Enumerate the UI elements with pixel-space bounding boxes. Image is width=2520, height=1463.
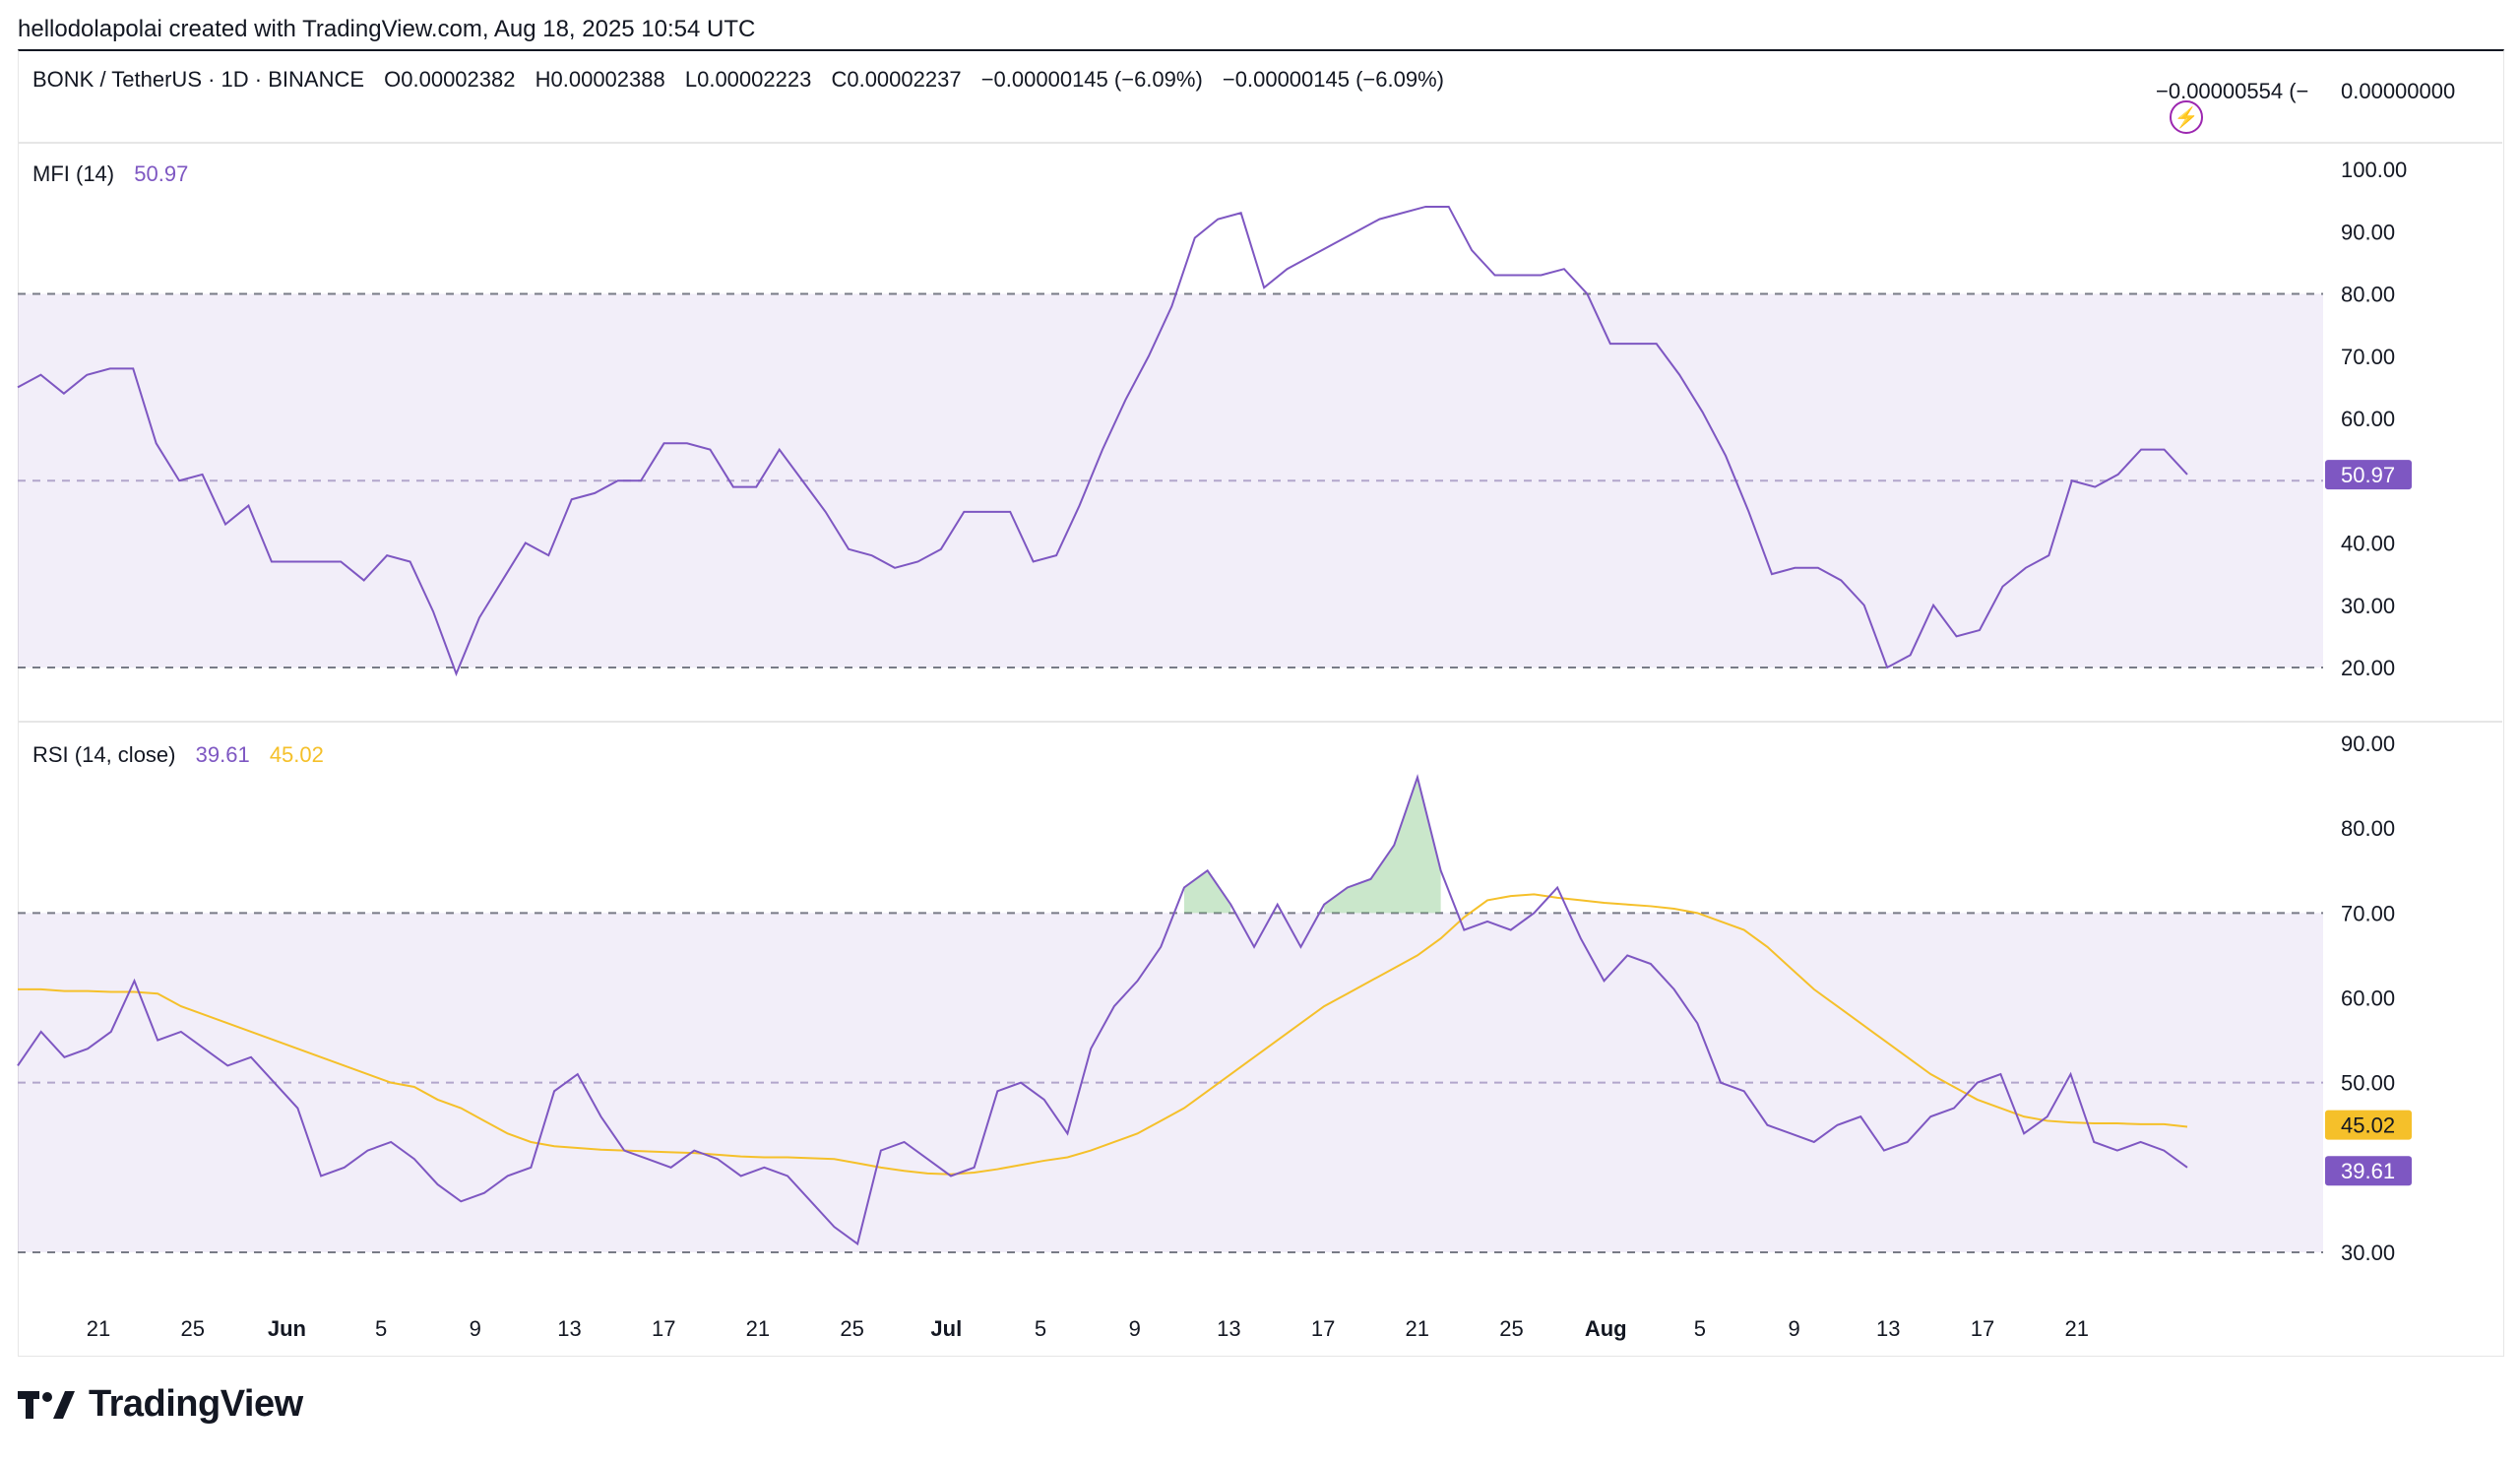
x-tick-label: 13	[1217, 1316, 1240, 1341]
change-value-2: −0.00000145 (−6.09%)	[1222, 67, 1444, 92]
x-tick-label: 13	[1876, 1316, 1900, 1341]
x-tick-label: 21	[2064, 1316, 2088, 1341]
rsi-legend[interactable]: RSI (14, close) 39.61 45.02	[32, 742, 338, 768]
x-tick-label: 17	[1311, 1316, 1335, 1341]
overbought-fill	[1183, 870, 1231, 914]
rsi-ma-value-badge-bg	[2325, 1110, 2412, 1140]
low-value: L0.00002223	[684, 67, 812, 92]
y-tick-label: 30.00	[2341, 594, 2395, 618]
tradingview-logo-icon	[18, 1390, 75, 1419]
y-tick-label: 80.00	[2341, 283, 2395, 307]
x-tick-label: 17	[1971, 1316, 1994, 1341]
rsi-current-value: 39.61	[195, 742, 250, 767]
symbol-legend: BONK / TetherUS · 1D · BINANCE O0.000023…	[32, 67, 1458, 93]
y-tick-label: 90.00	[2341, 220, 2395, 244]
x-tick-label: 5	[1035, 1316, 1046, 1341]
indicator-chart[interactable]: 100.00 90.00 80.00 70.00 60.00 50.00 40.00 30.0…	[0, 0, 2520, 1378]
x-tick-label: 5	[1694, 1316, 1706, 1341]
x-tick-label: 9	[1129, 1316, 1141, 1341]
x-tick-label: 21	[1406, 1316, 1429, 1341]
y-tick-label: 60.00	[2341, 407, 2395, 431]
high-value: H0.00002388	[535, 67, 665, 92]
y-tick-label: 20.00	[2341, 656, 2395, 680]
x-tick-label: 9	[1788, 1316, 1799, 1341]
chart-credit: hellodolapolai created with TradingView.…	[18, 16, 756, 42]
x-tick-label: 21	[746, 1316, 770, 1341]
close-value: C0.00002237	[831, 67, 962, 92]
x-tick-label: Jun	[268, 1316, 306, 1341]
tradingview-logo: TradingView	[18, 1383, 303, 1426]
y-tick-label: 70.00	[2341, 901, 2395, 925]
x-tick-label: 17	[652, 1316, 675, 1341]
x-tick-label: 21	[87, 1316, 110, 1341]
x-tick-label: 25	[180, 1316, 204, 1341]
y-tick-label: 30.00	[2341, 1240, 2395, 1265]
mfi-legend[interactable]: MFI (14) 50.97	[32, 161, 202, 187]
mfi-value-badge: 50.97	[2341, 463, 2395, 487]
x-tick-label: 25	[1499, 1316, 1523, 1341]
y-tick-label: 80.00	[2341, 816, 2395, 841]
rsi-ma-value-badge: 45.02	[2341, 1113, 2395, 1138]
mfi-current-value: 50.97	[134, 161, 189, 186]
price-axis-value: 0.00000000	[2341, 79, 2456, 103]
mfi-line	[17, 205, 2188, 677]
overbought-fill	[1324, 777, 1441, 914]
rsi-value-badge-bg	[2325, 1156, 2412, 1186]
tradingview-wordmark: TradingView	[89, 1383, 303, 1425]
rsi-line	[17, 773, 2188, 1246]
x-tick-label: 25	[840, 1316, 863, 1341]
y-tick-label: 60.00	[2341, 986, 2395, 1011]
symbol-title[interactable]: BONK / TetherUS · 1D · BINANCE	[32, 67, 365, 92]
mfi-value-badge-bg	[2325, 460, 2412, 490]
open-value: O0.00002382	[384, 67, 516, 92]
x-tick-label: 9	[470, 1316, 481, 1341]
y-tick-label: 40.00	[2341, 532, 2395, 556]
rsi-value-badge: 39.61	[2341, 1159, 2395, 1183]
x-tick-label: 13	[557, 1316, 581, 1341]
x-tick-label: Jul	[930, 1316, 962, 1341]
mfi-title: MFI (14)	[32, 161, 115, 186]
y-tick-label: 100.00	[2341, 158, 2407, 182]
rsi-title: RSI (14, close)	[32, 742, 176, 767]
price-readout: −0.00000554 (−	[2156, 79, 2309, 103]
rsi-ma-line	[18, 893, 2188, 1176]
y-tick-label: 90.00	[2341, 732, 2395, 756]
x-tick-label: 5	[375, 1316, 387, 1341]
y-tick-label: 70.00	[2341, 345, 2395, 369]
change-value: −0.00000145 (−6.09%)	[980, 67, 1203, 92]
x-tick-label: Aug	[1585, 1316, 1627, 1341]
lightning-icon[interactable]: ⚡	[2170, 100, 2203, 134]
chart-frame	[18, 49, 2504, 1357]
y-tick-label: 50.00	[2341, 1071, 2395, 1096]
rsi-ma-current-value: 45.02	[269, 742, 324, 767]
